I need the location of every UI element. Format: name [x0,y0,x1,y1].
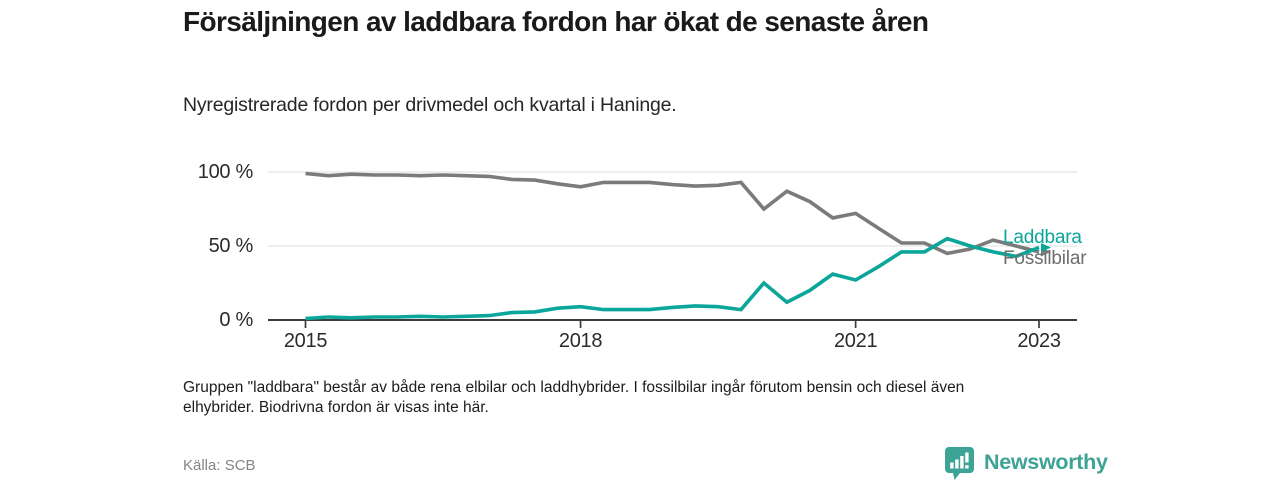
newsworthy-logo-text: Newsworthy [984,449,1108,474]
x-axis-label: 2015 [283,330,328,352]
bar-chart-speech-bubble-icon [945,446,974,480]
newsworthy-logo[interactable]: Newsworthy [944,445,1108,480]
footnote-line-1: Gruppen "laddbara" består av både rena e… [183,379,965,396]
series-label-laddbara: Laddbara [1003,227,1082,248]
series-line-fossilbilar [305,171,1040,256]
series-label-fossilbilar: Fossilbilar [1003,248,1087,269]
chart-subtitle: Nyregistrerade fordon per drivmedel och … [183,94,677,116]
x-axis-label: 2021 [833,330,878,352]
y-axis-label: 100 % [197,161,254,183]
footnote-line-2: elhybrider. Biodrivna fordon är visas in… [183,399,489,416]
x-axis-label: 2023 [1017,330,1061,352]
chart-title: Försäljningen av laddbara fordon har öka… [183,6,929,37]
series-line-laddbara [305,236,1040,321]
x-axis-label: 2018 [558,330,603,352]
series-end-arrow-laddbara [1041,242,1051,252]
y-axis-label: 50 % [208,235,254,257]
y-axis-label: 0 % [219,309,253,331]
source-credit: Källa: SCB [183,457,256,474]
